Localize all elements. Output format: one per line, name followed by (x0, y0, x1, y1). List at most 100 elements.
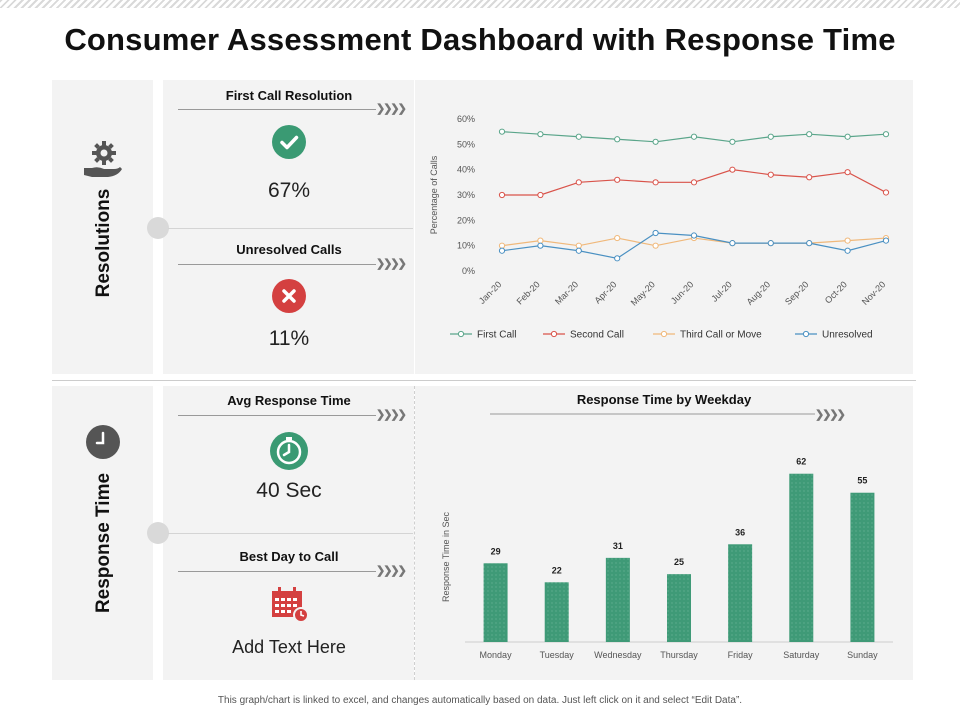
line-point (575, 179, 582, 186)
line-chart-x-tick-label: Aug-20 (745, 279, 773, 307)
line-point (690, 232, 698, 239)
calendar-icon (270, 586, 310, 624)
line-point (498, 191, 506, 199)
line-point (882, 131, 890, 138)
line-chart-y-tick-label: 40% (457, 165, 475, 175)
line-point (729, 240, 736, 247)
bar-x-tick-label: Monday (480, 650, 513, 660)
line-chart-x-tick-label: Sep-20 (783, 279, 811, 307)
line-point (844, 169, 851, 176)
call-resolution-line-chart: Percentage of Calls 0% 10% 20% 30% 40% 50% 60% J… (429, 114, 890, 341)
line-point (575, 242, 582, 249)
line-chart-y-tick-label: 30% (457, 190, 475, 200)
resolutions-connector-dot (147, 217, 169, 239)
line-chart-x-tick-label: May-20 (629, 279, 657, 307)
line-point (614, 136, 621, 143)
legend-marker (660, 330, 668, 338)
line-point (844, 237, 851, 244)
line-chart-y-tick-label: 10% (457, 241, 475, 251)
bar-x-tick-label: Tuesday (540, 650, 575, 660)
legend-label: Third Call or Move (680, 330, 762, 341)
bar-tuesday (544, 582, 569, 642)
line-chart-x-tick-label: Apr-20 (592, 279, 618, 305)
line-point (652, 242, 659, 249)
unresolved-arrow-line (178, 264, 376, 265)
line-point (652, 138, 659, 145)
line-point (575, 247, 582, 254)
footnote: This graph/chart is linked to excel, and… (217, 695, 743, 706)
line-chart-x-tick-label: Oct-20 (823, 279, 849, 305)
legend-marker (802, 330, 810, 338)
bar-data-label: 29 (491, 546, 501, 556)
first-call-arrow-line (178, 109, 376, 110)
bar-data-label: 22 (552, 565, 562, 575)
line-point (767, 133, 774, 140)
line-point (575, 133, 582, 140)
line-point (806, 174, 813, 181)
bar-chart-title: Response Time by Weekday (577, 392, 752, 407)
check-circle-icon (272, 125, 306, 159)
line-point (882, 237, 890, 244)
page-title: Consumer Assessment Dashboard with Respo… (64, 22, 896, 57)
bar-sunday (850, 492, 875, 642)
legend-marker (457, 330, 465, 338)
line-chart-y-axis-label: Percentage of Calls (429, 155, 439, 234)
line-point (537, 237, 544, 244)
unresolved-arrow-chevrons: ❯❯❯❯ (376, 258, 407, 270)
line-chart-y-tick-label: 20% (457, 215, 475, 225)
resolutions-icon (82, 140, 124, 180)
line-point (652, 179, 659, 186)
bar-monday (483, 563, 508, 642)
line-point (614, 255, 621, 262)
resolutions-section-label: Resolutions (93, 188, 114, 298)
line-point (767, 240, 774, 247)
avg-response-arrow-line (178, 415, 376, 416)
first-call-resolution-title: First Call Resolution (225, 88, 353, 103)
line-chart-x-tick-label: Jan-20 (477, 279, 504, 306)
line-point (614, 176, 621, 183)
bar-wednesday (605, 557, 630, 642)
line-point (806, 131, 813, 138)
stopwatch-icon (270, 432, 308, 470)
best-day-arrow-line (178, 571, 376, 572)
bar-x-tick-label: Saturday (783, 650, 820, 660)
line-point (690, 179, 698, 186)
line-point (806, 240, 813, 247)
line-point (537, 131, 544, 138)
line-point (729, 166, 736, 173)
line-point (498, 128, 506, 135)
unresolved-calls-title: Unresolved Calls (236, 242, 342, 257)
bar-data-label: 55 (857, 476, 867, 486)
response-time-section-label: Response Time (93, 472, 114, 614)
line-point (729, 138, 736, 145)
best-day-to-call-title: Best Day to Call (239, 549, 339, 564)
legend-label: First Call (477, 330, 516, 341)
line-point (652, 229, 659, 237)
line-chart-y-tick-label: 50% (457, 139, 475, 149)
first-call-arrow-chevrons: ❯❯❯❯ (376, 103, 407, 115)
line-chart-x-tick-label: Mar-20 (553, 279, 580, 306)
bar-chart-y-axis-label: Response Time in Sec (441, 511, 451, 602)
line-chart-x-tick-label: Feb-20 (515, 279, 542, 306)
bar-data-label: 31 (613, 541, 623, 551)
response-divider (168, 533, 413, 534)
line-chart-x-tick-label: Nov-20 (860, 279, 888, 307)
bar-data-label: 25 (674, 557, 684, 567)
line-point (690, 133, 698, 140)
line-point (498, 247, 506, 254)
bar-x-tick-label: Wednesday (594, 650, 642, 660)
best-day-to-call-value: Add Text Here (232, 637, 346, 657)
bar-data-label: 62 (796, 457, 806, 467)
avg-response-arrow-chevrons: ❯❯❯❯ (376, 409, 407, 421)
resolutions-divider (168, 228, 413, 229)
unresolved-calls-value: 11% (268, 327, 310, 350)
legend-label: Unresolved (822, 330, 873, 341)
bar-saturday (789, 473, 814, 642)
response-connector-dot (147, 522, 169, 544)
legend-marker (550, 330, 558, 338)
line-point (844, 133, 851, 140)
resolutions-chart-panel (415, 80, 913, 374)
line-point (537, 191, 544, 199)
bar-data-label: 36 (735, 527, 745, 537)
line-point (844, 247, 851, 254)
